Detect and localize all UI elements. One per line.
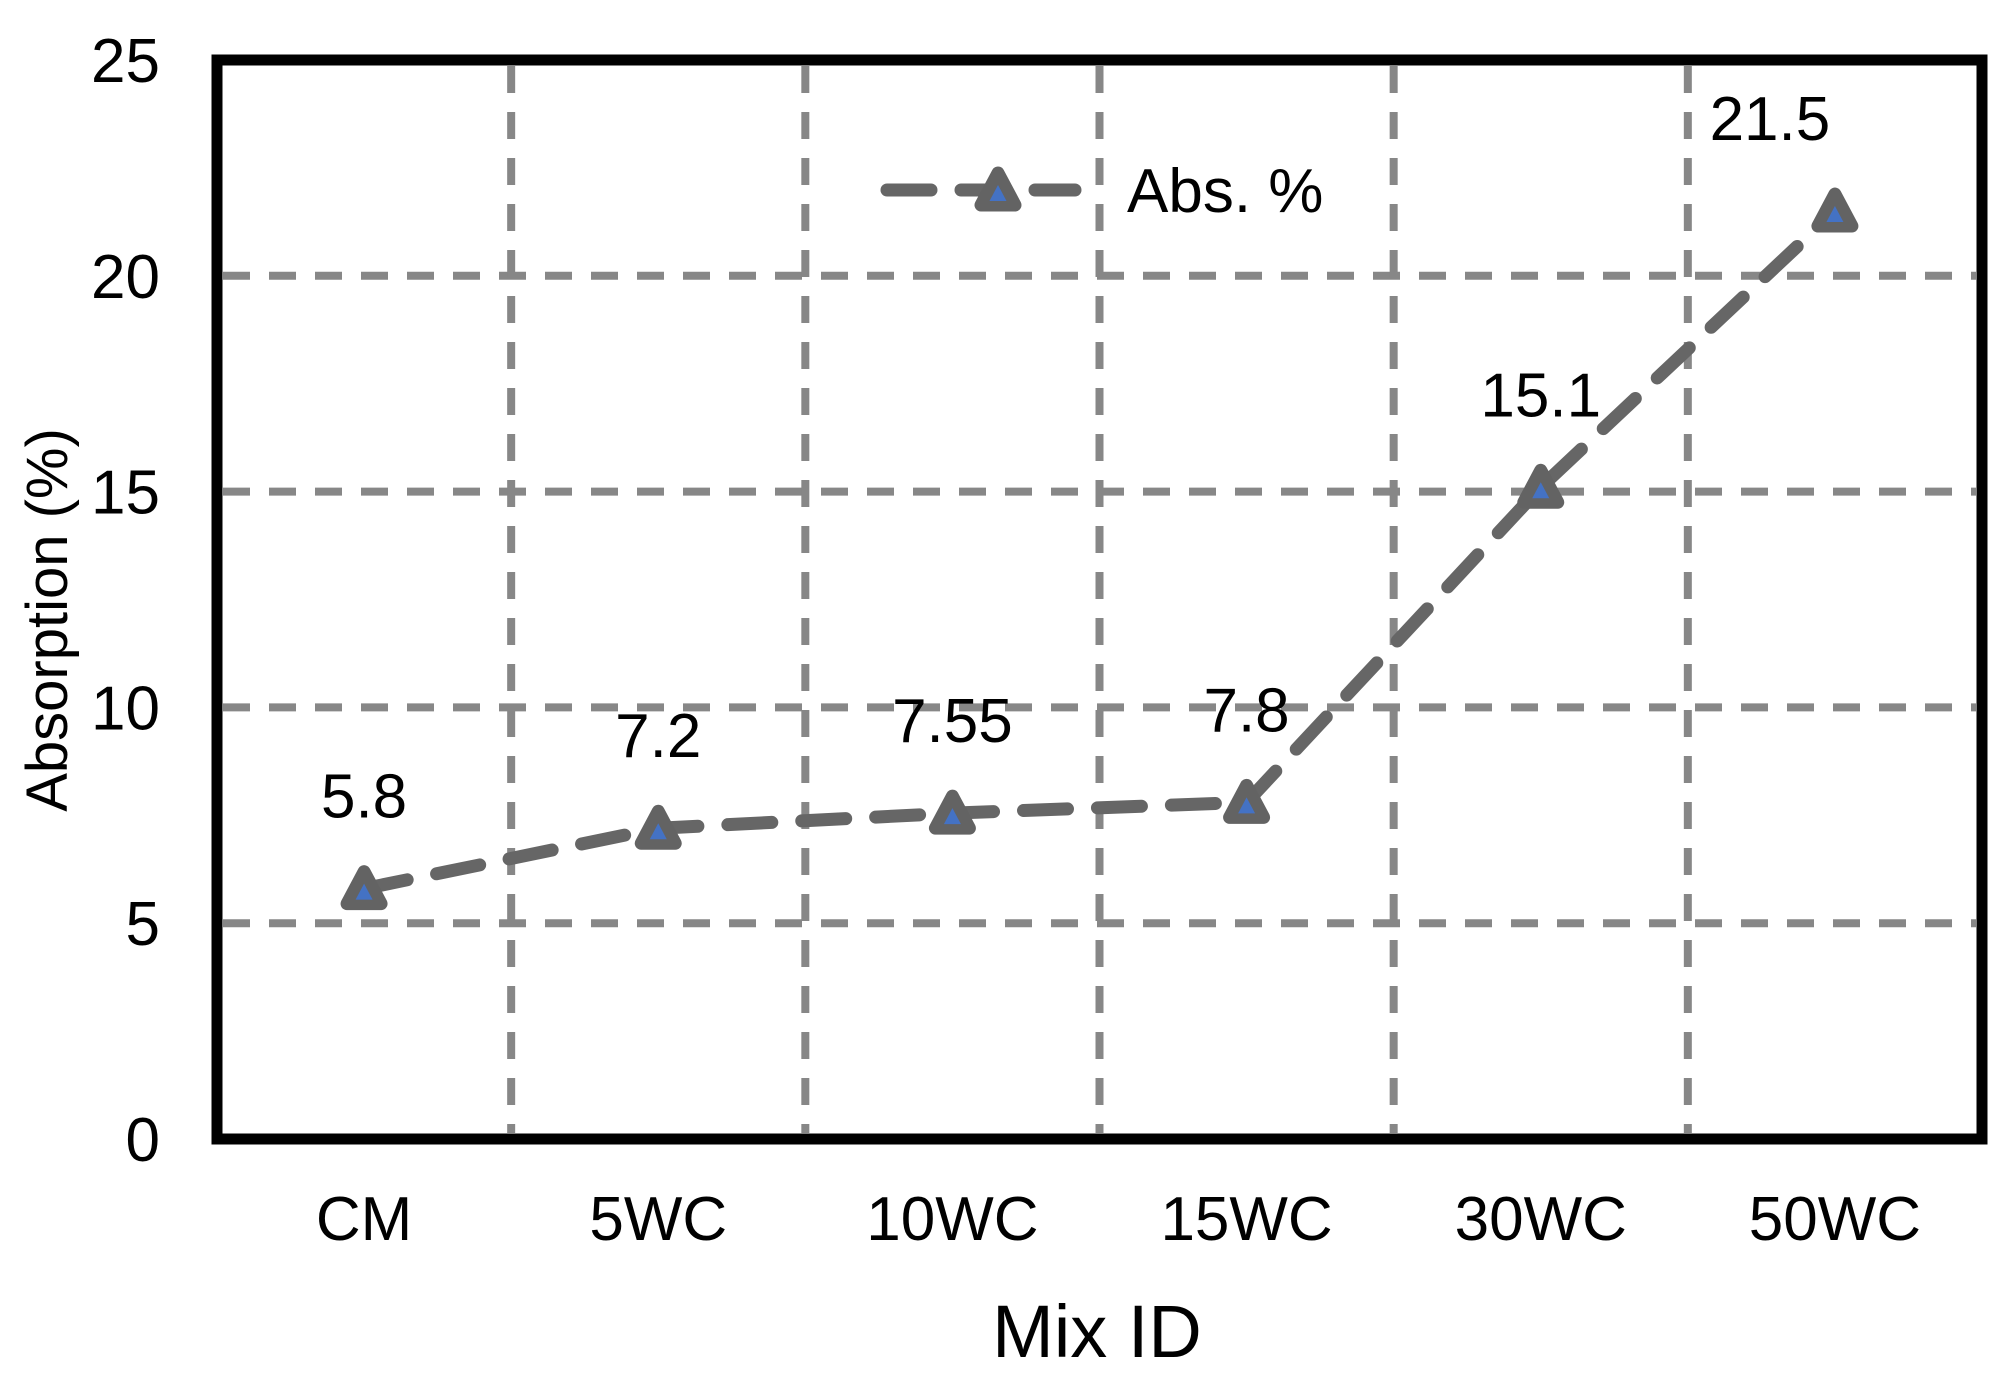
data-label: 7.2 [615, 702, 701, 771]
x-tick-label: 10WC [866, 1185, 1038, 1254]
plot-frame-layer [211, 54, 1988, 1145]
marker-inner-triangle [1826, 206, 1844, 223]
data-label: 7.8 [1203, 676, 1289, 745]
y-tick-label: 15 [91, 459, 160, 528]
gridlines-layer [223, 66, 1976, 1133]
data-label: 5.8 [321, 763, 407, 832]
data-label: 15.1 [1480, 361, 1601, 430]
marker-inner-triangle [355, 883, 373, 900]
plot-border [211, 54, 1988, 1145]
y-tick-label: 10 [91, 674, 160, 743]
x-tick-label: 50WC [1749, 1185, 1921, 1254]
series-layer [340, 187, 1859, 911]
x-axis-title: Mix ID [992, 1290, 1202, 1373]
data-label: 7.55 [892, 687, 1013, 756]
legend-layer [880, 166, 1082, 212]
data-label: 21.5 [1710, 85, 1831, 154]
y-axis-title: Absorption (%) [15, 428, 80, 812]
x-tick-label: 15WC [1160, 1185, 1332, 1254]
series-line [357, 204, 1842, 896]
marker-inner-triangle [989, 185, 1007, 201]
y-tick-label: 5 [126, 890, 160, 959]
x-tick-label: 30WC [1455, 1185, 1627, 1254]
x-tick-label: 5WC [589, 1185, 727, 1254]
y-tick-label: 0 [126, 1106, 160, 1175]
marker-inner-triangle [1532, 482, 1550, 499]
y-tick-label: 20 [91, 243, 160, 312]
marker-inner-triangle [1238, 797, 1256, 814]
legend-label: Abs. % [1127, 157, 1323, 226]
labels-layer: 0 5 10 15 20 25 CM 5WC 10WC 15WC 30WC 50WC 5.8 7.2 7.5… [91, 27, 1921, 1254]
x-tick-label: CM [316, 1185, 412, 1254]
marker-inner-triangle [943, 808, 961, 825]
y-tick-label: 25 [91, 27, 160, 96]
marker-inner-triangle [649, 823, 667, 840]
